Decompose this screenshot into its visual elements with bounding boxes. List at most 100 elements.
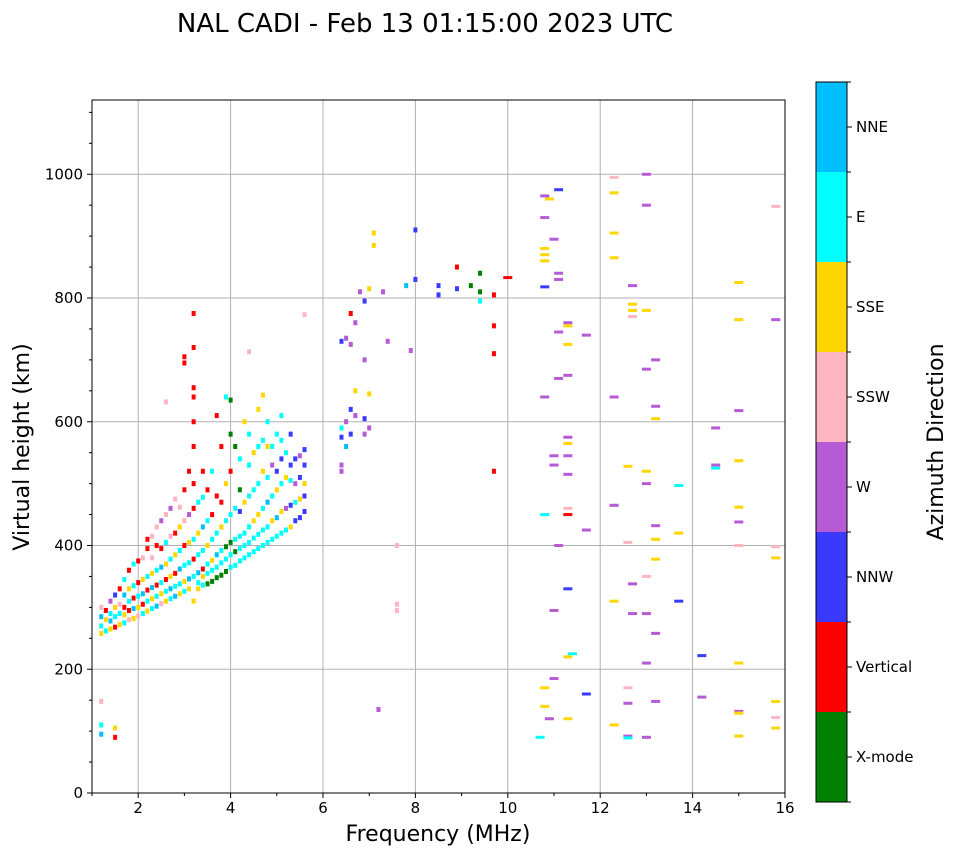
data-point-nnw — [302, 508, 307, 514]
x-tick-label: 8 — [411, 799, 421, 817]
data-point-ssw — [150, 533, 155, 539]
data-point-e — [131, 561, 136, 567]
data-point-sse — [563, 342, 573, 346]
data-point-ssw — [641, 574, 651, 578]
data-point-e — [131, 583, 136, 589]
data-point-w — [581, 528, 591, 532]
data-point-sse — [140, 577, 145, 583]
data-point-sse — [242, 499, 247, 505]
data-point-w — [734, 520, 744, 524]
data-point-sse — [302, 481, 307, 487]
data-point-e — [265, 524, 270, 530]
data-point-w — [563, 321, 573, 325]
data-point-sse — [563, 655, 573, 659]
y-tick-label: 0 — [73, 784, 83, 802]
data-point-w — [339, 462, 344, 468]
data-point-e — [674, 483, 684, 487]
data-point-nne — [108, 618, 113, 624]
data-point-e — [260, 437, 265, 443]
data-point-w — [651, 404, 661, 408]
data-point-nnw — [540, 285, 550, 289]
data-point-sse — [187, 539, 192, 545]
data-point-x-mode — [237, 487, 242, 493]
data-point-w — [697, 695, 707, 699]
data-point-nne — [265, 499, 270, 505]
data-point-vertical — [159, 546, 164, 552]
y-tick-label: 800 — [54, 289, 83, 307]
data-point-sse — [205, 543, 210, 548]
data-point-e — [242, 530, 247, 536]
x-tick-label: 2 — [133, 799, 143, 817]
data-point-e — [99, 722, 104, 728]
data-point-nne — [122, 592, 127, 598]
data-point-nne — [404, 283, 409, 289]
data-point-nnw — [674, 599, 684, 603]
colorbar-swatch-x-mode — [816, 712, 847, 802]
data-point-nne — [168, 586, 173, 592]
data-point-e — [237, 558, 242, 564]
data-point-ssw — [126, 617, 131, 623]
data-point-w — [623, 734, 633, 738]
data-point-sse — [200, 573, 205, 579]
data-point-sse — [353, 388, 358, 394]
data-point-sse — [371, 230, 376, 236]
data-point-x-mode — [228, 397, 233, 403]
data-point-ssw — [394, 543, 399, 548]
data-point-sse — [734, 661, 744, 665]
data-point-sse — [219, 524, 224, 530]
data-point-vertical — [219, 444, 224, 449]
data-point-sse — [297, 496, 302, 502]
data-point-w — [581, 333, 591, 337]
data-point-sse — [136, 604, 141, 610]
data-point-e — [233, 536, 238, 542]
data-point-e — [187, 560, 192, 566]
data-point-vertical — [563, 513, 573, 517]
data-point-w — [641, 735, 651, 739]
colorbar-swatch-vertical — [816, 622, 847, 712]
data-point-e — [260, 543, 265, 548]
data-point-sse — [256, 512, 261, 518]
data-point-w — [348, 341, 353, 347]
data-point-w — [357, 289, 362, 295]
x-tick-label: 6 — [318, 799, 328, 817]
data-point-nne — [150, 585, 155, 591]
data-point-nnw — [302, 462, 307, 468]
data-point-ssw — [117, 601, 122, 607]
data-point-e — [270, 536, 275, 542]
data-point-vertical — [491, 468, 496, 474]
data-point-sse — [734, 281, 744, 285]
data-point-w — [187, 512, 192, 518]
data-point-vertical — [154, 543, 159, 548]
data-point-e — [567, 652, 577, 656]
colorbar-tick-label: SSE — [856, 298, 885, 316]
data-point-vertical — [214, 413, 219, 419]
data-point-vertical — [191, 419, 196, 425]
colorbar-swatch-sse — [816, 262, 847, 352]
data-point-ssw — [99, 698, 104, 704]
data-point-sse — [540, 247, 550, 250]
data-point-e — [145, 598, 150, 604]
data-point-e — [210, 567, 215, 573]
data-point-nnw — [113, 592, 118, 598]
data-point-sse — [734, 734, 744, 738]
data-point-e — [284, 450, 289, 456]
data-point-sse — [563, 441, 573, 445]
data-point-ssw — [168, 533, 173, 539]
data-point-ssw — [771, 204, 781, 208]
data-point-sse — [367, 286, 372, 292]
data-point-w — [381, 289, 386, 295]
data-point-sse — [242, 419, 247, 425]
data-point-vertical — [191, 505, 196, 511]
data-point-x-mode — [228, 431, 233, 437]
data-point-w — [339, 468, 344, 474]
colorbar-label: Azimuth Direction — [924, 343, 949, 540]
data-point-e — [251, 549, 256, 555]
data-point-sse — [99, 630, 104, 636]
data-point-e — [223, 518, 228, 524]
data-point-e — [210, 536, 215, 542]
data-point-ssw — [302, 312, 307, 318]
data-point-x-mode — [210, 578, 215, 584]
data-point-sse — [150, 570, 155, 576]
data-point-e — [136, 593, 141, 599]
data-point-vertical — [145, 546, 150, 552]
